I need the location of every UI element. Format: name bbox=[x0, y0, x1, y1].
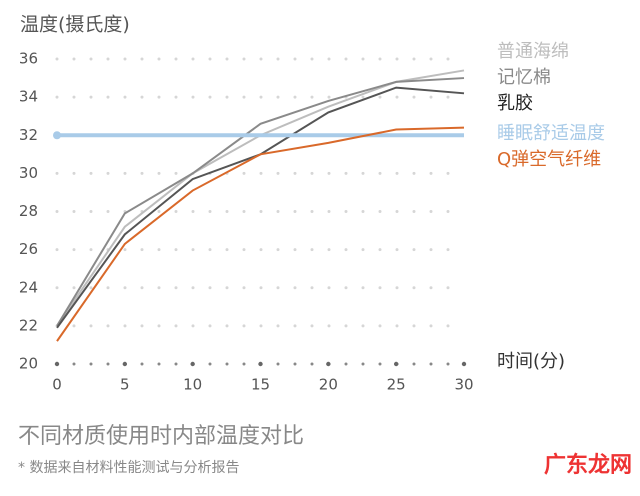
x-tick bbox=[258, 361, 263, 367]
x-tick-label: 25 bbox=[387, 376, 406, 394]
y-axis-label: 温度(摄氏度) bbox=[20, 14, 130, 36]
y-tick-label: 36 bbox=[19, 50, 38, 68]
x-tick-label: 5 bbox=[120, 376, 130, 394]
x-tick bbox=[54, 361, 60, 367]
series-line bbox=[56, 126, 465, 342]
y-tick-label: 30 bbox=[19, 164, 38, 182]
series-marker bbox=[53, 131, 61, 140]
x-tick-label: 30 bbox=[454, 376, 473, 394]
y-tick-label: 26 bbox=[19, 240, 38, 258]
y-tick-label: 20 bbox=[19, 355, 38, 373]
x-tick-label: 0 bbox=[52, 376, 62, 394]
y-tick-label: 28 bbox=[19, 202, 38, 220]
y-tick-label: 22 bbox=[19, 316, 38, 334]
y-tick-label: 32 bbox=[19, 126, 38, 144]
footnote: * 数据来自材料性能测试与分析报告 bbox=[18, 460, 239, 476]
x-tick bbox=[190, 361, 195, 367]
legend-label: 乳胶 bbox=[497, 93, 533, 114]
watermark: 广东龙网 bbox=[544, 452, 632, 478]
x-axis-label: 时间(分) bbox=[497, 351, 565, 372]
x-tick-label: 10 bbox=[183, 376, 202, 394]
chart-title: 不同材质使用时内部温度对比 bbox=[18, 424, 304, 449]
x-tick bbox=[393, 361, 399, 367]
x-tick-label: 20 bbox=[319, 376, 338, 394]
legend-label: 普通海绵 bbox=[497, 41, 569, 62]
y-tick-label: 34 bbox=[19, 88, 38, 106]
legend-label: Q弹空气纤维 bbox=[497, 149, 601, 170]
legend-label: 记忆棉 bbox=[497, 67, 551, 88]
x-tick bbox=[461, 361, 467, 367]
y-tick-label: 24 bbox=[19, 278, 38, 296]
x-tick bbox=[122, 361, 128, 367]
x-tick bbox=[326, 361, 331, 367]
x-tick-label: 15 bbox=[251, 376, 270, 394]
series-line bbox=[56, 77, 465, 327]
legend-label: 睡眠舒适温度 bbox=[497, 123, 605, 144]
